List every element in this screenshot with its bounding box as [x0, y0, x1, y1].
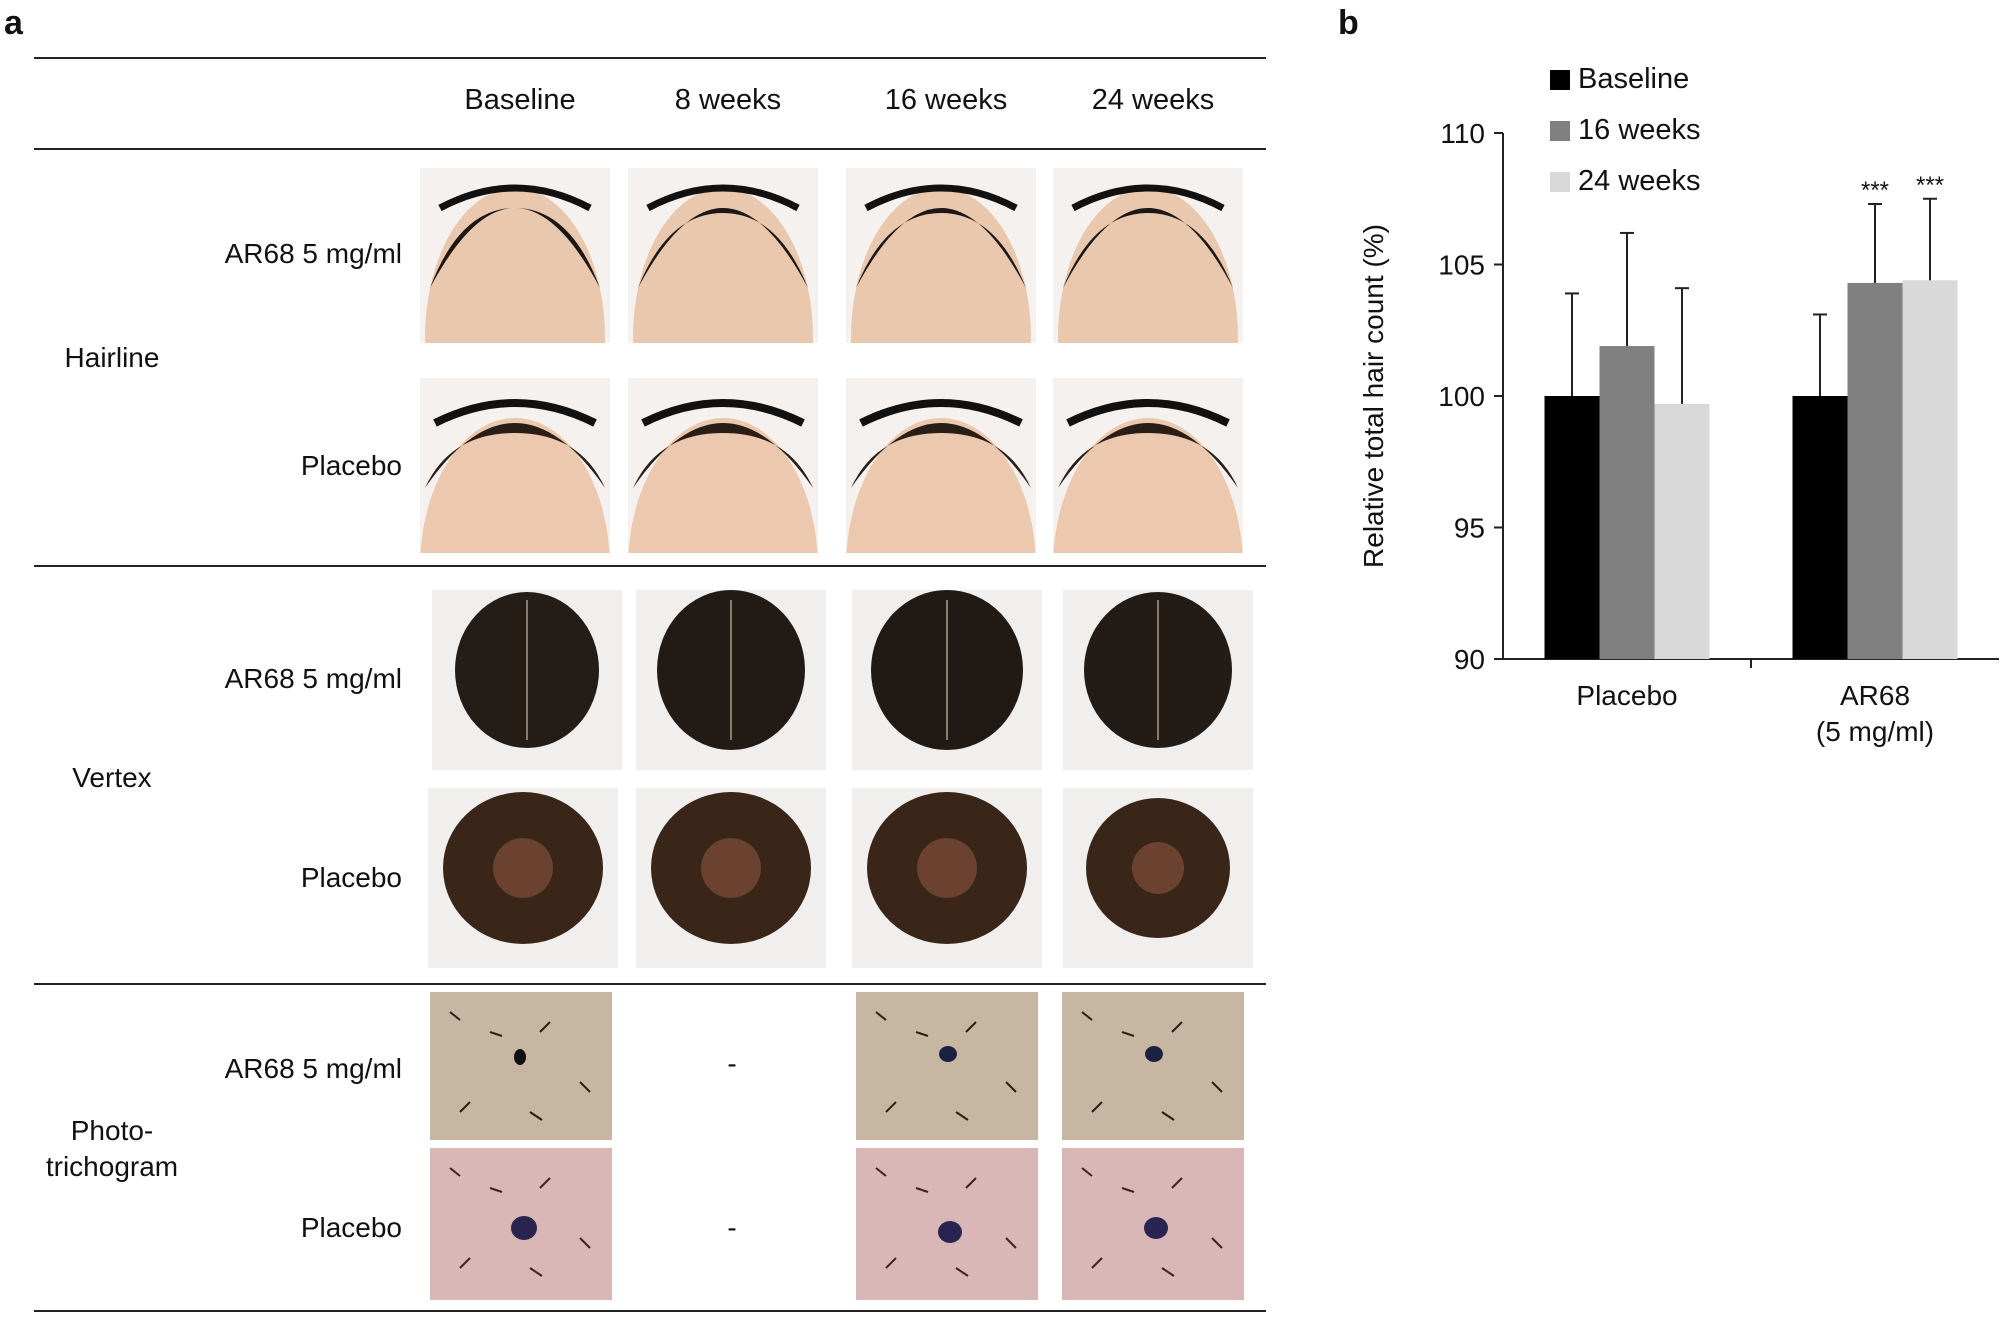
row-label-vertex-placebo: Placebo [300, 862, 402, 893]
column-header-24-weeks: 24 weeks [1091, 84, 1215, 116]
photo-trichogram-placebo-16-weeks [856, 1148, 1038, 1300]
photo-vertex-ar68-baseline [432, 590, 622, 770]
bar [1902, 280, 1958, 659]
table-bottom-rule [34, 1310, 1266, 1312]
row-label-hairline-ar68: AR68 5 mg/ml [224, 238, 402, 269]
y-axis-label: Relative total hair count (%) [1358, 224, 1389, 568]
photo-vertex-ar68-8-weeks [636, 590, 826, 770]
photo-vertex-placebo-8-weeks [636, 788, 826, 968]
section-divider-2 [34, 983, 1266, 985]
y-tick-label: 110 [1440, 118, 1485, 149]
panel-b-letter: b [1338, 4, 1359, 42]
photo-hairline-placebo-16-weeks [846, 378, 1036, 553]
photo-hairline-ar68-24-weeks [1053, 168, 1243, 343]
photo-vertex-placebo-baseline [428, 788, 618, 968]
photo-hairline-ar68-8-weeks [628, 168, 818, 343]
section-label-hairline: Hairline [64, 342, 160, 373]
legend-swatch [1550, 172, 1570, 192]
panel-a-letter: a [4, 4, 23, 42]
photo-trichogram-ar68-16-weeks [856, 992, 1038, 1140]
missing-8-weeks-placebo: - [727, 1212, 737, 1243]
bar [1654, 403, 1710, 659]
photo-trichogram-placebo-baseline [430, 1148, 612, 1300]
photo-vertex-ar68-24-weeks [1063, 590, 1253, 770]
section-divider-1 [34, 565, 1266, 567]
bar [1847, 282, 1903, 659]
y-tick-label: 100 [1438, 381, 1485, 412]
y-tick-label: 95 [1454, 513, 1485, 544]
y-tick-label: 90 [1454, 644, 1485, 675]
photo-hairline-ar68-baseline [420, 168, 610, 343]
y-tick-label: 105 [1438, 250, 1485, 281]
legend-label: 16 weeks [1578, 114, 1701, 146]
row-label-trichogram-placebo: Placebo [300, 1212, 402, 1243]
photo-hairline-placebo-8-weeks [628, 378, 818, 553]
photo-trichogram-placebo-24-weeks [1062, 1148, 1244, 1300]
hair-count-bar-chart: 90 95 100 105 110 Relative total hair count (… [1340, 40, 2007, 800]
photo-vertex-ar68-16-weeks [852, 590, 1042, 770]
photo-hairline-placebo-baseline [420, 378, 610, 553]
photo-hairline-ar68-16-weeks [846, 168, 1036, 343]
column-header-8-weeks: 8 weeks [674, 84, 782, 116]
photo-trichogram-ar68-24-weeks [1062, 992, 1244, 1140]
missing-8-weeks-ar68: - [727, 1048, 737, 1079]
legend-label: 24 weeks [1578, 165, 1701, 197]
significance-label: *** [1861, 177, 1889, 204]
photo-vertex-placebo-16-weeks [852, 788, 1042, 968]
legend-swatch [1550, 121, 1570, 141]
photo-hairline-placebo-24-weeks [1053, 378, 1243, 553]
section-label-phototrichogram: Photo- trichogram [45, 1115, 179, 1182]
bar [1599, 346, 1655, 659]
legend-swatch [1550, 70, 1570, 90]
x-category-label: AR68 [1840, 680, 1910, 711]
x-category-label: Placebo [1576, 680, 1677, 711]
photo-trichogram-ar68-baseline [430, 992, 612, 1140]
row-label-hairline-placebo: Placebo [300, 450, 402, 481]
significance-label: *** [1916, 172, 1944, 199]
photo-vertex-placebo-24-weeks [1063, 788, 1253, 968]
bar [1544, 396, 1600, 659]
section-label-vertex: Vertex [72, 762, 152, 793]
header-rule [34, 148, 1266, 150]
column-header-baseline: Baseline [464, 84, 576, 116]
table-top-rule [34, 57, 1266, 59]
legend-label: Baseline [1578, 63, 1689, 95]
x-category-label: (5 mg/ml) [1816, 716, 1934, 747]
row-label-vertex-ar68: AR68 5 mg/ml [224, 663, 402, 694]
row-label-trichogram-ar68: AR68 5 mg/ml [224, 1053, 402, 1084]
column-header-16-weeks: 16 weeks [884, 84, 1008, 116]
bar [1792, 396, 1848, 659]
chart-svg: 90 95 100 105 110 Relative total hair count (… [1358, 63, 1999, 747]
